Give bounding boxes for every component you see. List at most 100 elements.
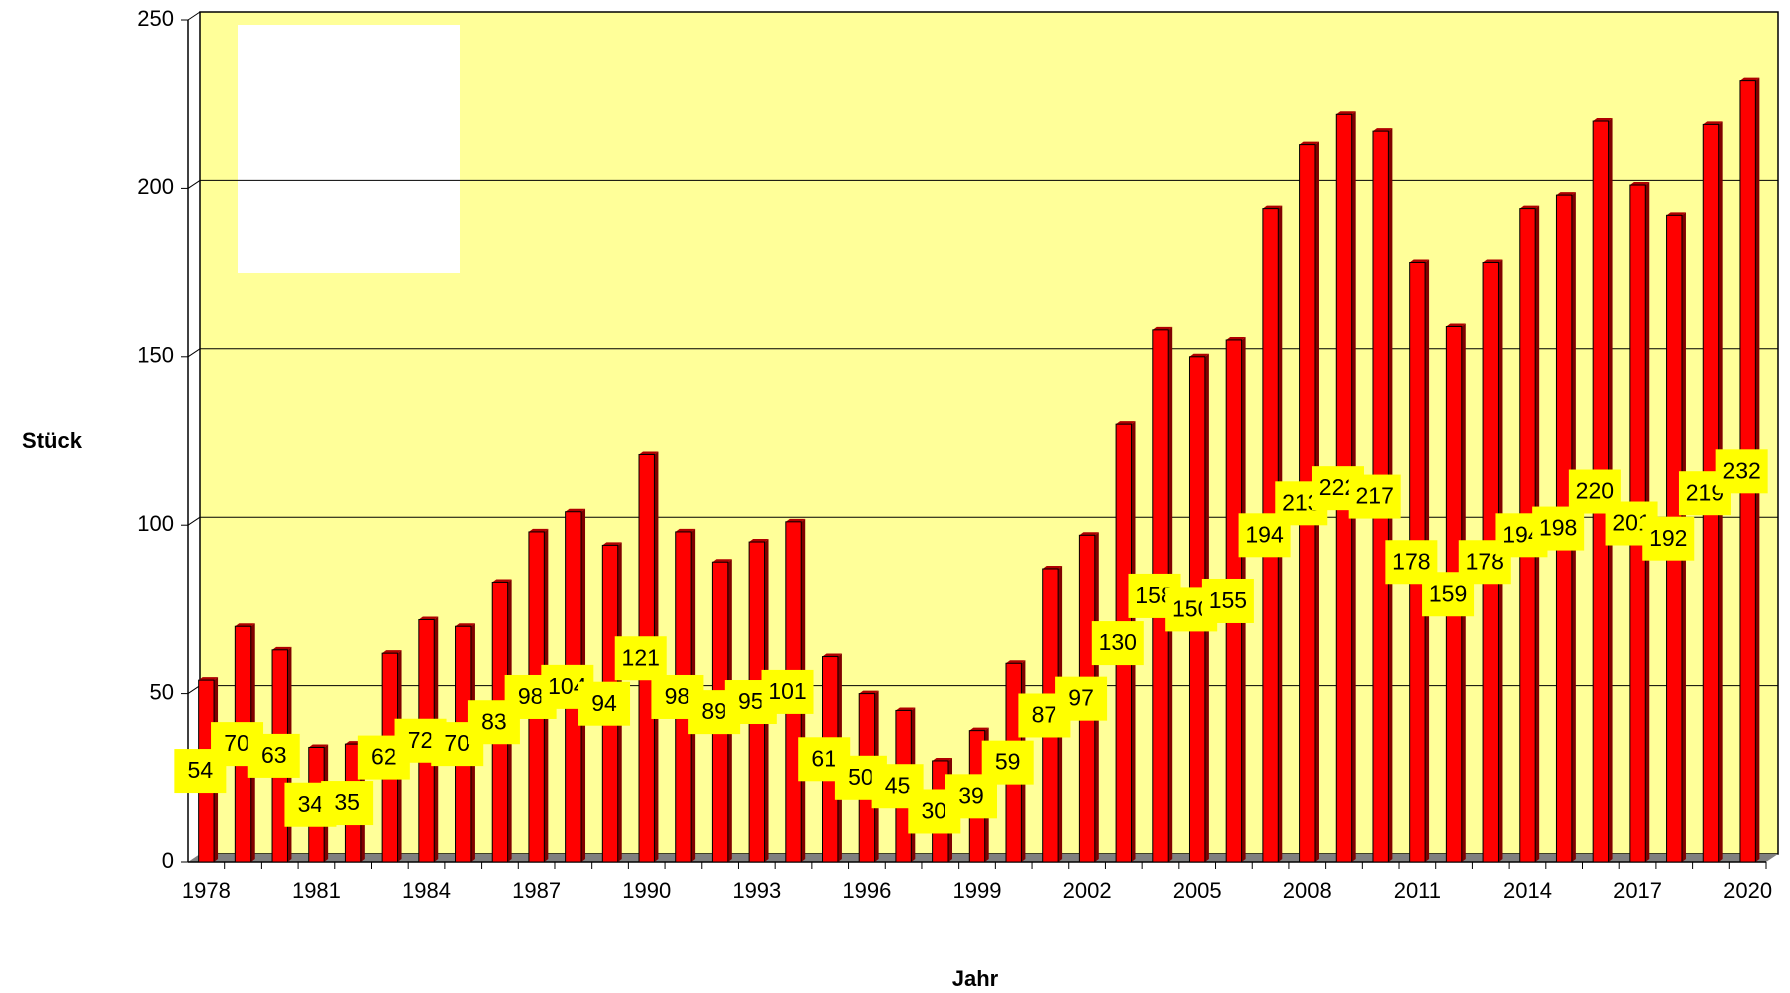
x-tick-label: 1981 bbox=[292, 878, 341, 903]
x-tick-label: 1987 bbox=[512, 878, 561, 903]
bar-top bbox=[1005, 660, 1026, 664]
grid-line bbox=[187, 685, 201, 695]
x-tick-label: 1996 bbox=[842, 878, 891, 903]
value-label: 72 bbox=[408, 727, 434, 753]
y-tick-label: 150 bbox=[137, 343, 174, 368]
bar-top bbox=[272, 646, 292, 650]
bar-top bbox=[1446, 323, 1466, 327]
value-label: 194 bbox=[1245, 521, 1284, 547]
bar-top bbox=[1666, 212, 1686, 216]
bar-top bbox=[382, 650, 402, 654]
bar-top bbox=[602, 542, 622, 546]
deer-picture bbox=[238, 25, 460, 273]
value-label-box bbox=[1201, 578, 1254, 623]
bar-top bbox=[492, 579, 512, 583]
bar-top bbox=[639, 451, 659, 455]
x-tick-label: 2002 bbox=[1063, 878, 1112, 903]
bar-top bbox=[1409, 259, 1430, 263]
bar-top bbox=[1556, 192, 1576, 196]
value-label: 59 bbox=[995, 749, 1021, 775]
bar-top bbox=[785, 518, 806, 522]
value-label: 101 bbox=[768, 678, 806, 704]
value-label: 159 bbox=[1429, 580, 1467, 606]
bar-top bbox=[822, 653, 842, 657]
bar-top bbox=[895, 707, 916, 711]
value-label-box bbox=[1055, 676, 1108, 721]
value-label-box bbox=[1642, 516, 1695, 561]
value-label: 130 bbox=[1099, 629, 1137, 655]
value-label: 70 bbox=[224, 730, 250, 756]
bar-top bbox=[675, 528, 696, 532]
y-tick-label: 250 bbox=[137, 6, 174, 31]
value-label: 50 bbox=[848, 764, 874, 790]
bar-top bbox=[1152, 326, 1173, 330]
x-tick-label: 2014 bbox=[1503, 878, 1552, 903]
x-tick-label: 2008 bbox=[1283, 878, 1332, 903]
bar-top bbox=[749, 539, 769, 543]
value-label-box bbox=[1348, 474, 1401, 519]
bar-top bbox=[1739, 77, 1760, 81]
bar-top bbox=[528, 528, 549, 532]
bar-top bbox=[1079, 532, 1099, 536]
bar-top bbox=[1226, 336, 1246, 340]
bar-top bbox=[1116, 421, 1136, 425]
bar-top bbox=[1593, 118, 1613, 122]
x-tick-label: 1984 bbox=[402, 878, 451, 903]
bar-top bbox=[565, 508, 586, 512]
value-label: 97 bbox=[1068, 685, 1094, 711]
bar-top bbox=[969, 727, 989, 731]
grid-line bbox=[187, 179, 201, 189]
bar-top bbox=[1262, 205, 1283, 209]
x-tick-label: 2020 bbox=[1723, 878, 1772, 903]
value-label: 30 bbox=[922, 798, 948, 824]
value-label: 121 bbox=[622, 644, 660, 670]
x-tick-label: 1993 bbox=[732, 878, 781, 903]
y-axis-title: Stück bbox=[22, 428, 83, 453]
bar-top bbox=[1703, 121, 1723, 125]
bar-top bbox=[932, 757, 953, 761]
grid-line bbox=[187, 516, 201, 526]
value-label: 39 bbox=[958, 782, 984, 808]
bar-top bbox=[712, 559, 732, 563]
bar-top bbox=[1299, 141, 1319, 145]
value-label: 83 bbox=[481, 708, 507, 734]
value-label: 217 bbox=[1355, 483, 1393, 509]
bar-top bbox=[1519, 205, 1540, 209]
bar-top bbox=[308, 744, 329, 748]
x-tick-label: 1978 bbox=[182, 878, 231, 903]
value-label-box bbox=[614, 636, 667, 681]
value-label-box bbox=[1715, 449, 1768, 494]
y-tick-label: 100 bbox=[137, 511, 174, 536]
value-label: 95 bbox=[738, 688, 764, 714]
x-tick-label: 2017 bbox=[1613, 878, 1662, 903]
bar-top bbox=[235, 623, 255, 627]
value-label: 87 bbox=[1032, 702, 1058, 728]
value-label: 62 bbox=[371, 744, 397, 770]
value-label: 98 bbox=[518, 683, 544, 709]
x-tick-label: 1990 bbox=[622, 878, 671, 903]
value-label: 54 bbox=[188, 757, 214, 783]
bar-top bbox=[859, 690, 879, 694]
value-label-box bbox=[321, 781, 374, 826]
value-label: 61 bbox=[811, 745, 837, 771]
x-axis-title: Jahr bbox=[952, 966, 999, 991]
y-tick-label: 0 bbox=[162, 848, 174, 873]
x-tick-label: 2011 bbox=[1394, 878, 1441, 903]
value-label: 198 bbox=[1539, 515, 1577, 541]
bar-top bbox=[1189, 353, 1209, 357]
y-tick-label: 50 bbox=[150, 679, 174, 704]
value-label-box bbox=[247, 733, 300, 778]
bar-top bbox=[198, 677, 219, 681]
bar-top bbox=[1629, 182, 1650, 186]
bar-top bbox=[455, 623, 475, 627]
value-label: 98 bbox=[665, 683, 691, 709]
x-tick-label: 1999 bbox=[953, 878, 1002, 903]
value-label: 192 bbox=[1649, 525, 1687, 551]
value-label-box bbox=[1091, 621, 1144, 666]
value-label-box bbox=[761, 669, 814, 714]
grid-line bbox=[187, 348, 201, 358]
value-label: 70 bbox=[444, 730, 470, 756]
y-tick-label: 200 bbox=[137, 174, 174, 199]
value-label: 232 bbox=[1722, 457, 1760, 483]
